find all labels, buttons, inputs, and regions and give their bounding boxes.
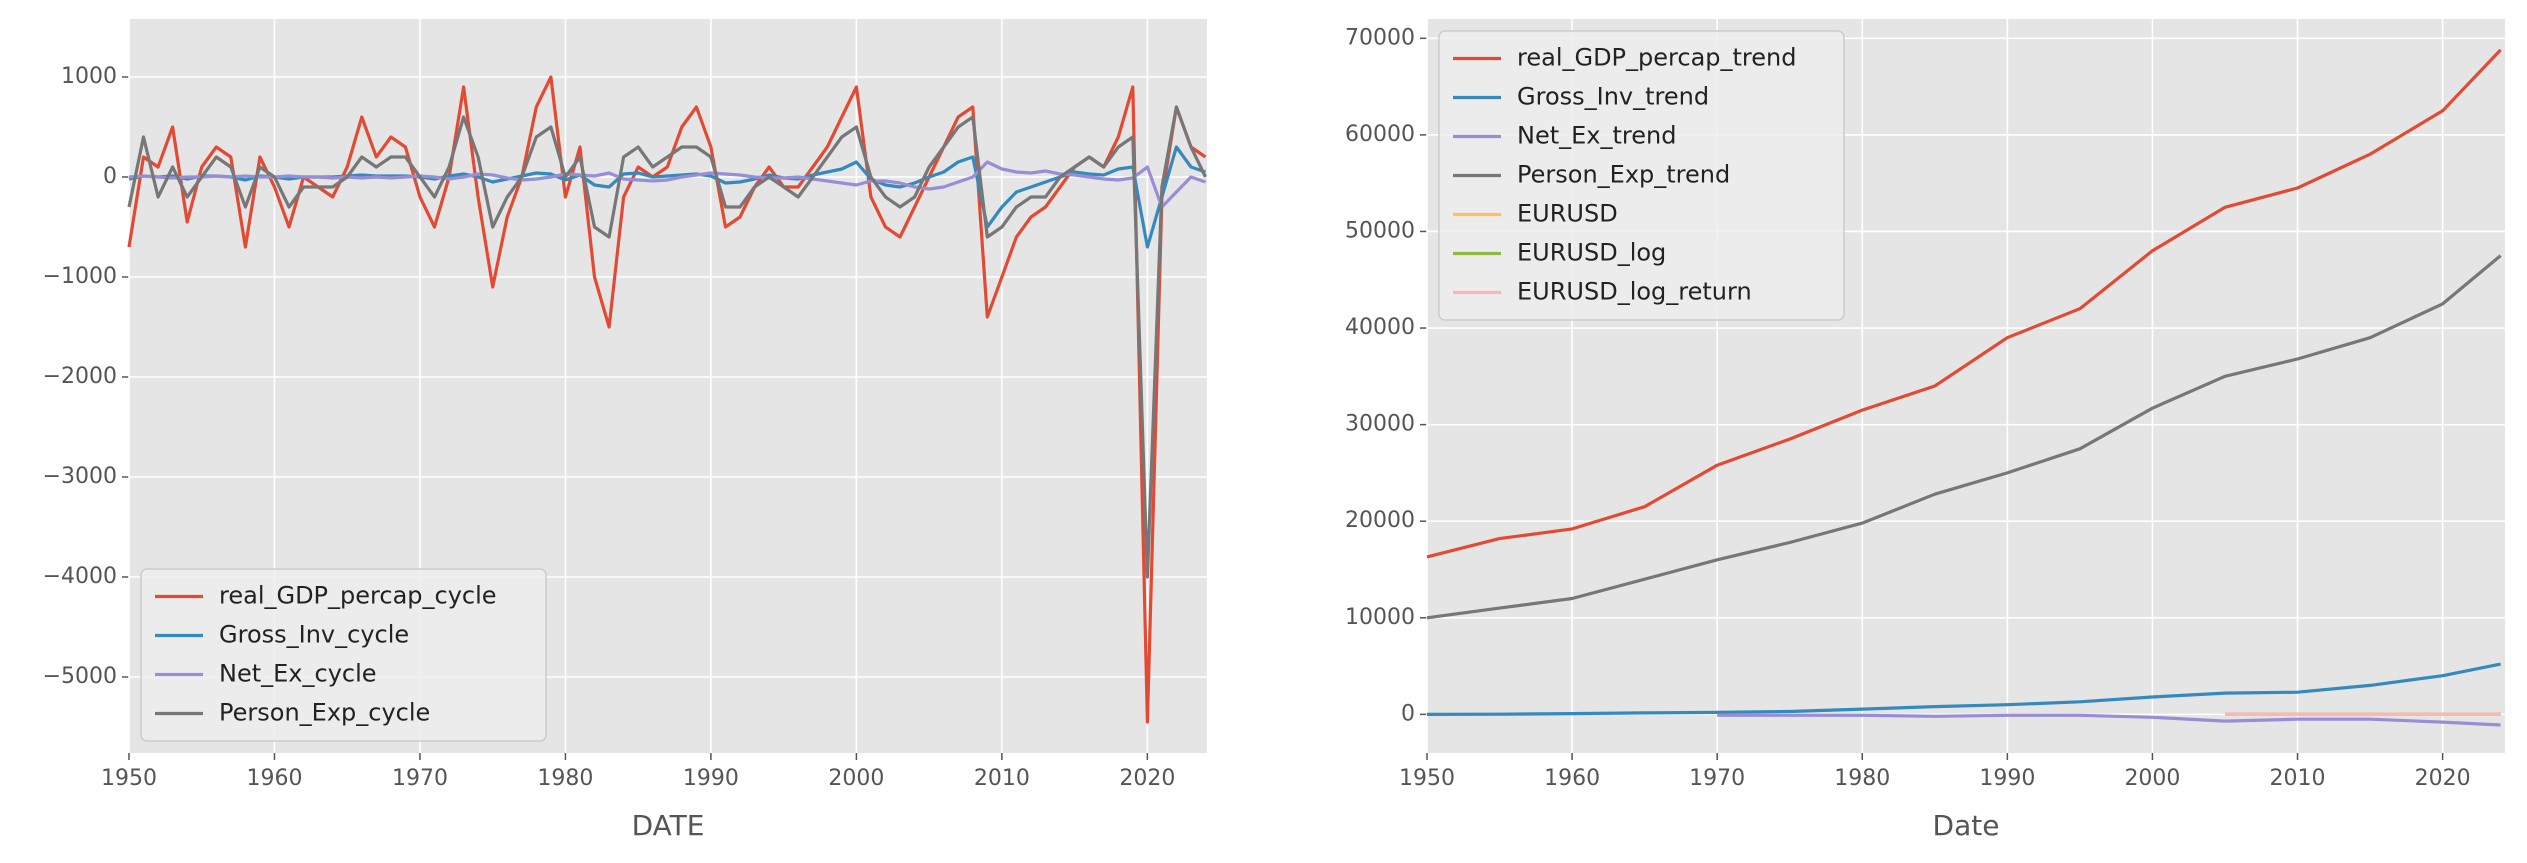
legend-label: Net_Ex_cycle (219, 660, 377, 688)
legend-label: EURUSD (1517, 200, 1618, 228)
legend-label: EURUSD_log_return (1517, 278, 1752, 306)
legend-label: real_GDP_percap_cycle (219, 582, 497, 610)
x-tick-label: 2020 (1119, 766, 1175, 791)
y-tick-label: 30000 (1345, 412, 1415, 437)
y-tick-label: 20000 (1345, 508, 1415, 533)
series-line (128, 160, 1207, 209)
y-tick-label: 70000 (1345, 25, 1415, 50)
legend-label: Gross_Inv_cycle (219, 621, 409, 649)
y-tick-label: 1000 (61, 64, 117, 89)
legend-label: Person_Exp_cycle (219, 699, 430, 727)
x-tick-label: 2000 (828, 766, 884, 791)
y-tick-label: 40000 (1345, 315, 1415, 340)
y-tick-label: 60000 (1345, 122, 1415, 147)
y-tick-label: −5000 (43, 664, 117, 689)
series-line (1717, 713, 2501, 727)
y-tick-label: 50000 (1345, 218, 1415, 243)
x-tick-label: 1990 (683, 766, 739, 791)
x-tick-label: 1950 (101, 766, 157, 791)
x-tick-label: 1960 (1544, 766, 1600, 791)
y-tick-label: −1000 (43, 264, 117, 289)
x-tick-label: 1970 (1689, 766, 1745, 791)
y-tick-label: −2000 (43, 364, 117, 389)
x-tick-label: 2000 (2124, 766, 2180, 791)
x-tick-label: 1980 (1834, 766, 1890, 791)
series-line (1426, 48, 2502, 559)
x-tick-label: 1950 (1399, 766, 1455, 791)
x-tick-label: 1960 (246, 766, 302, 791)
legend-label: real_GDP_percap_trend (1517, 44, 1796, 72)
legend-box (140, 568, 547, 742)
legend-box (1438, 30, 1845, 321)
series-line (1426, 254, 2502, 620)
legend-label: Net_Ex_trend (1517, 122, 1676, 150)
x-tick-label: 2010 (2270, 766, 2326, 791)
legend-label: Gross_Inv_trend (1517, 83, 1709, 111)
series-line (1426, 662, 2501, 716)
y-tick-label: −3000 (43, 464, 117, 489)
series-line (127, 75, 1207, 724)
y-tick-label: 10000 (1345, 605, 1415, 630)
legend-label: Person_Exp_trend (1517, 161, 1730, 189)
x-tick-label: 1970 (392, 766, 448, 791)
x-axis-label: DATE (632, 809, 705, 842)
y-tick-label: −4000 (43, 564, 117, 589)
y-tick-label: 0 (1401, 701, 1415, 726)
legend-label: EURUSD_log (1517, 239, 1666, 267)
x-tick-label: 2010 (974, 766, 1030, 791)
y-tick-label: 0 (103, 164, 117, 189)
series-line (127, 105, 1207, 579)
x-tick-label: 1980 (537, 766, 593, 791)
x-tick-label: 1990 (1979, 766, 2035, 791)
x-axis-label: Date (1933, 809, 2000, 842)
x-tick-label: 2020 (2415, 766, 2471, 791)
